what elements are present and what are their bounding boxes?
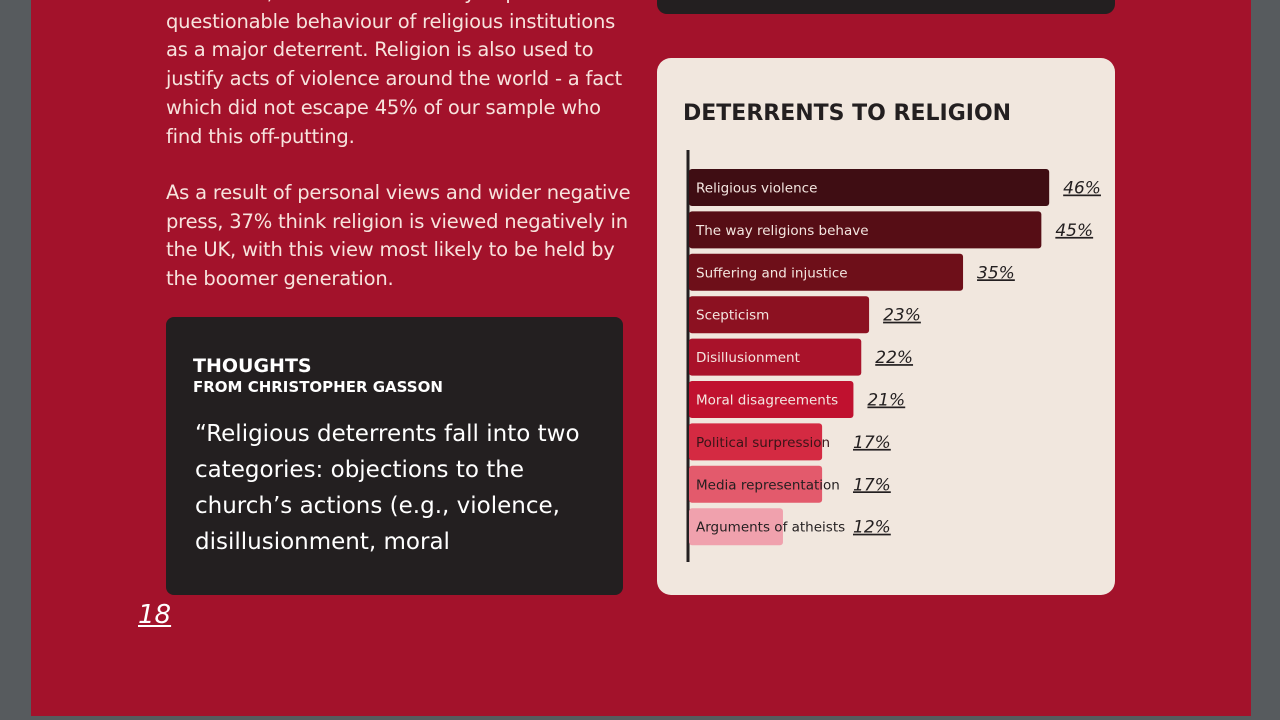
bar-value-label: 17% [853, 433, 891, 453]
body-paragraph: As a result of personal views and wider … [166, 181, 631, 291]
bar-chart: Religious violence 46% The way religions b… [686, 150, 1101, 562]
bar [689, 508, 783, 546]
bar-category-label: Moral disagreements [696, 393, 838, 409]
page-number: 18 [138, 600, 172, 630]
bar [689, 423, 823, 461]
bar-value-label: 21% [867, 391, 905, 411]
bar-value-label: 46% [1063, 179, 1101, 199]
document-page: As a result, 46% of those surveyed point… [31, 0, 1251, 716]
bar-category-label: Arguments of atheists [696, 520, 845, 536]
bar [689, 211, 1042, 249]
bar [689, 465, 823, 503]
body-paragraph: As a result, 46% of those surveyed point… [166, 0, 622, 148]
bar-category-label: The way religions behave [695, 223, 869, 239]
bar [689, 169, 1050, 206]
dark-box-top [657, 0, 1115, 14]
bar-value-label: 22% [875, 348, 913, 368]
chart-title: DETERRENTS TO RELIGION [683, 101, 1012, 126]
bar-value-label: 12% [853, 518, 891, 538]
bar-category-label: Disillusionment [696, 350, 800, 366]
bar-category-label: Political surpression [696, 435, 830, 451]
quote-text: “Religious deterrents fall into two cate… [195, 421, 580, 555]
bar-category-label: Media representation [696, 477, 840, 493]
bar-value-label: 23% [883, 306, 921, 326]
bar-category-label: Religious violence [696, 181, 817, 197]
bar [689, 338, 862, 376]
bar [689, 253, 964, 291]
quote-box: THOUGHTS FROM CHRISTOPHER GASSON “Religi… [166, 317, 623, 595]
bar [689, 296, 870, 334]
quote-author: FROM CHRISTOPHER GASSON [193, 378, 443, 396]
bar-category-label: Scepticism [696, 308, 769, 324]
bar-value-label: 17% [853, 475, 891, 495]
bar-category-label: Suffering and injustice [696, 265, 848, 281]
bar [689, 381, 854, 418]
chart-card: DETERRENTS TO RELIGION Religious violenc… [657, 58, 1115, 595]
bar-value-label: 35% [977, 263, 1015, 283]
bar-value-label: 45% [1055, 221, 1093, 241]
quote-title: THOUGHTS [193, 355, 312, 377]
